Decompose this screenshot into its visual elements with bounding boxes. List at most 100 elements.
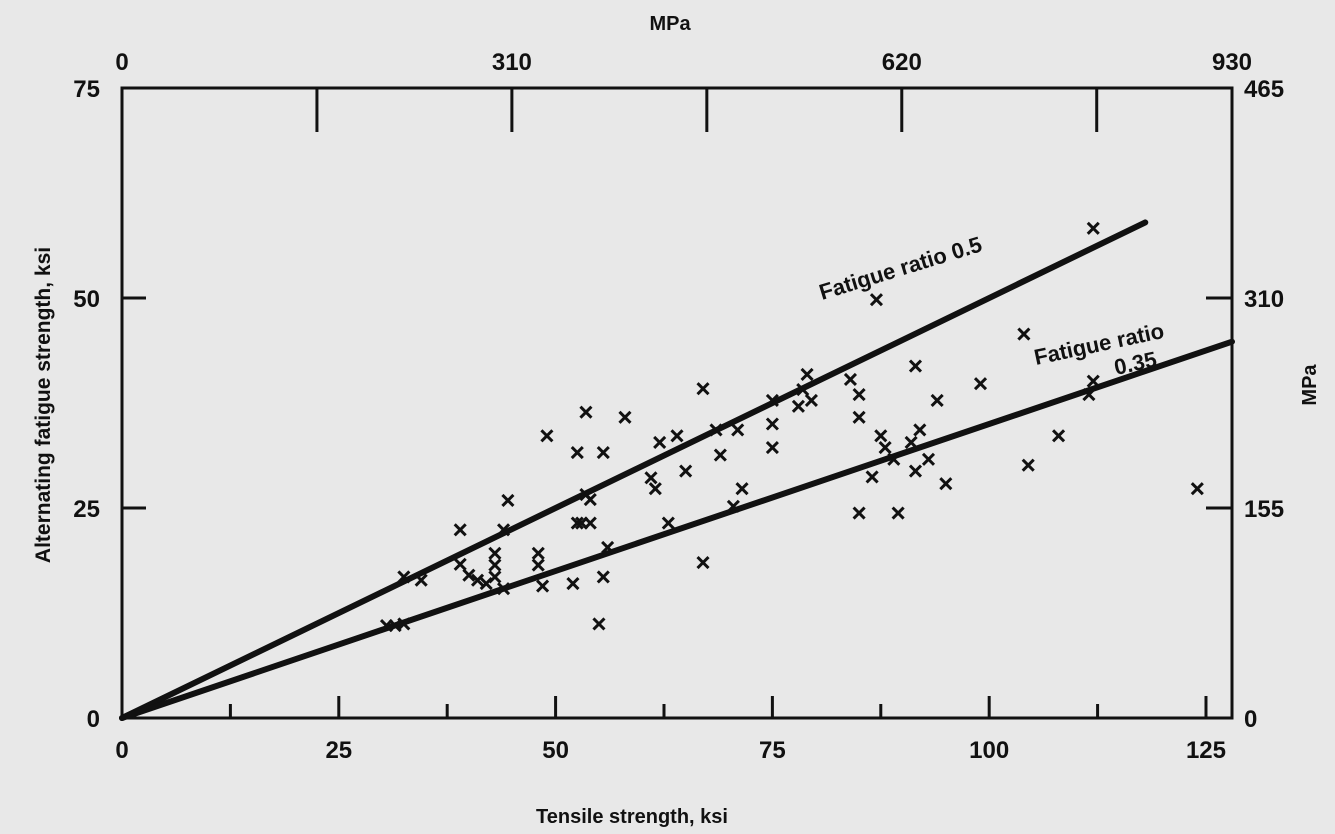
data-point-stroke [930,393,944,408]
data-points [379,221,1204,633]
y-tick-label: 25 [73,496,100,523]
data-point [852,388,866,402]
data-point-stroke [874,429,888,443]
data-point-stroke [726,499,740,513]
data-point-stroke [596,445,610,460]
axis-ticks [120,86,1232,720]
plot-border [120,86,1234,720]
data-point [488,546,502,560]
line-label-ratio-0-5: Fatigue ratio 0.5 [816,232,985,305]
data-point [648,482,662,496]
data-point-stroke [661,516,675,530]
data-point [913,423,927,437]
data-point [765,393,779,408]
data-point [397,570,411,584]
data-point-stroke [1017,327,1031,341]
data-point [1190,482,1204,496]
data-point [696,556,710,570]
data-point [414,573,428,587]
data-point [453,523,467,537]
data-point [679,464,693,478]
data-point-stroke [453,523,467,537]
data-point [536,579,550,593]
x-axis-label: Tensile strength, ksi [536,806,728,828]
data-point [661,516,675,530]
data-point [800,367,814,382]
fatigue-ratio-line-1 [119,219,1149,721]
data-point-stroke [1190,482,1204,496]
top-tick-label: 0 [115,49,128,76]
data-point-stroke [488,570,502,584]
data-point-stroke [579,405,593,419]
top-axis-label: MPa [649,13,691,35]
data-point [644,471,658,485]
data-point-stroke [852,506,866,520]
data-point-stroke [653,435,667,450]
data-point-stroke [570,445,584,460]
fatigue-ratio-lines [119,219,1235,721]
x-tick-label: 50 [542,737,569,764]
data-point [501,493,515,508]
x-tick-label: 25 [325,737,352,764]
data-point [765,417,779,431]
data-point-stroke [388,619,402,633]
data-point-stroke [696,382,710,396]
data-point-stroke [488,546,502,560]
data-point [713,448,727,462]
data-point-stroke [713,448,727,462]
data-point-stroke [796,382,810,397]
data-point [921,452,936,466]
data-point-stroke [869,293,884,307]
data-point-stroke [800,367,814,382]
data-point [904,435,918,450]
data-point-stroke [765,417,779,431]
x-tick-label: 0 [115,737,128,764]
data-point [618,410,632,424]
right-tick-label: 0 [1244,706,1257,733]
x-tick-labels: 0 25 50 75 100 125 [115,737,1226,764]
data-point [791,399,805,413]
data-point [579,405,593,419]
data-point [583,493,597,507]
data-point-stroke [414,573,428,587]
data-point-stroke [618,410,632,424]
data-point-stroke [709,423,723,437]
data-point [874,429,888,443]
data-point [570,445,584,460]
data-point-stroke [852,388,866,402]
data-point [939,477,953,491]
data-point [596,570,610,584]
data-point-stroke [696,556,710,570]
right-tick-label: 310 [1244,286,1284,313]
data-point-stroke [865,470,879,484]
data-point [470,573,485,587]
data-point-stroke [804,393,818,408]
data-point [531,558,545,572]
data-point [869,293,884,307]
data-point [531,546,545,560]
data-point [930,393,944,408]
data-point [891,506,905,520]
y-tick-label: 50 [73,286,100,313]
data-point-stroke [592,617,606,631]
data-point [497,582,511,596]
data-point-stroke [1086,374,1100,388]
data-point-stroke [470,573,485,587]
data-point [865,470,879,484]
data-point-stroke [913,423,927,437]
y-tick-label: 0 [87,706,100,733]
data-point [601,540,615,555]
data-point-stroke [731,423,745,437]
data-point-stroke [973,377,988,391]
data-point-stroke [531,558,545,572]
data-point-stroke [583,493,597,507]
top-tick-labels: 0 310 620 930 [115,49,1252,76]
data-point-stroke [878,440,892,455]
data-point [878,440,892,455]
data-point [596,445,610,460]
data-point [887,452,901,466]
data-point [592,617,606,631]
data-point [735,482,749,496]
data-point [1082,388,1096,402]
